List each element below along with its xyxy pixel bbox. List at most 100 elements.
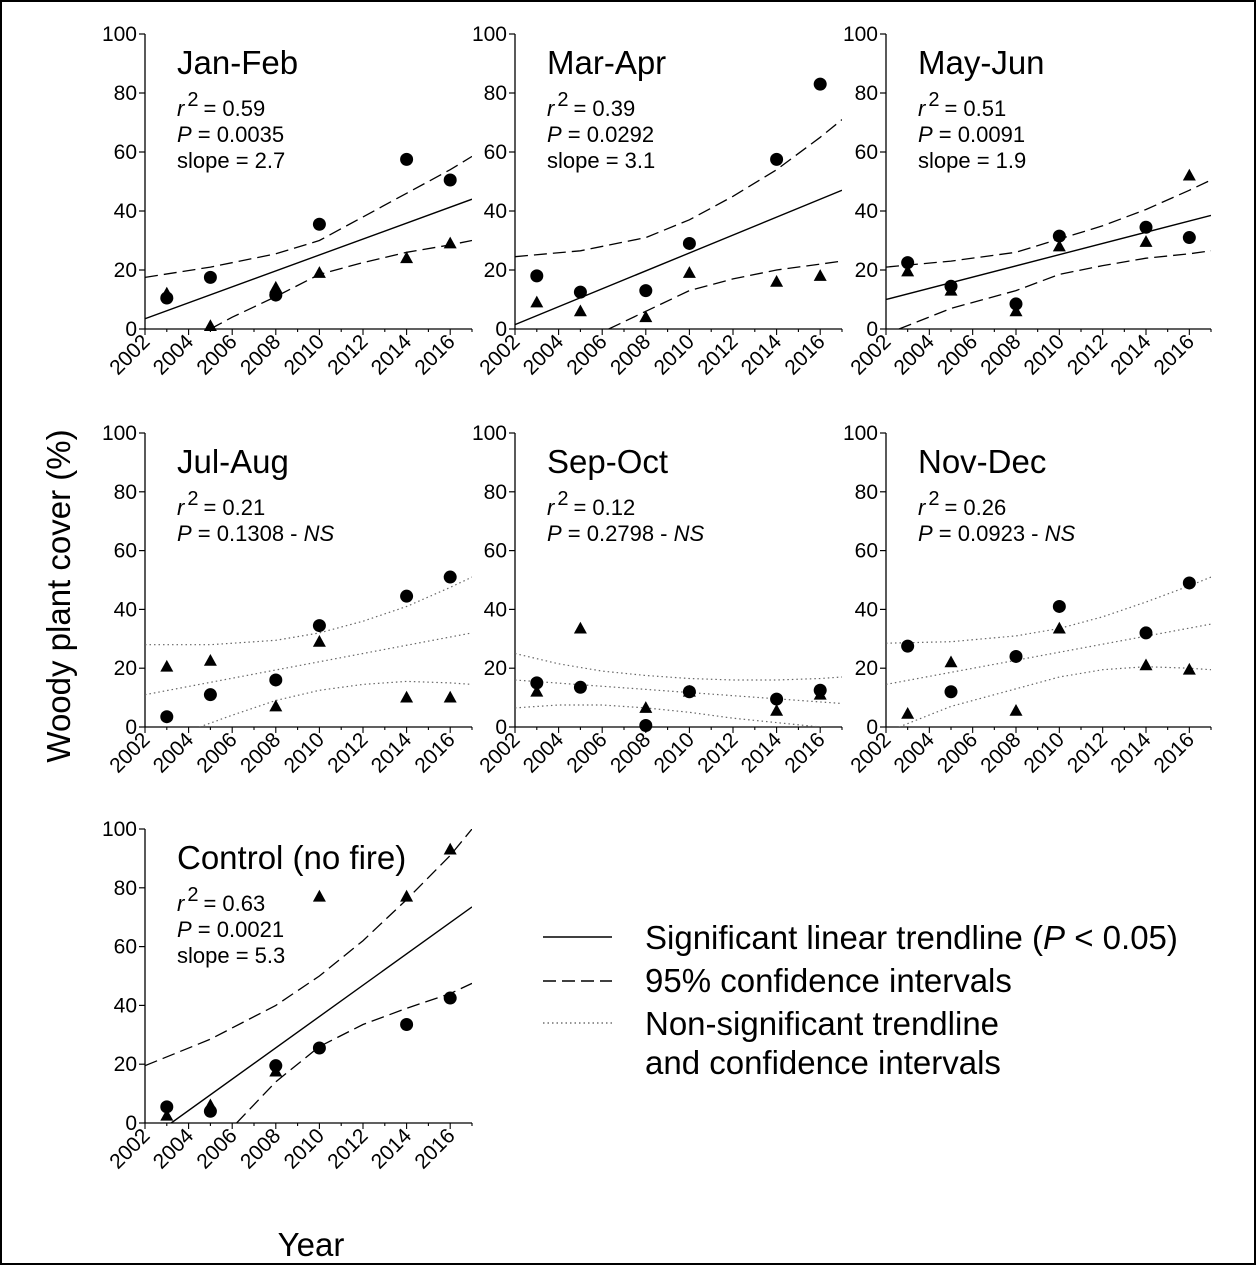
trend-lines: [886, 576, 1211, 727]
trend-line: [170, 906, 472, 1123]
data-point-triangle: [770, 274, 784, 287]
data-point-triangle: [813, 269, 827, 281]
y-tick-label: 0: [495, 716, 507, 739]
data-point-circle: [573, 285, 587, 299]
y-tick-label: 80: [114, 481, 137, 504]
y-tick-label: 80: [114, 877, 137, 900]
data-point-triangle: [530, 684, 544, 697]
p-value-label: P = 0.2798 - NS: [547, 521, 704, 546]
ci-upper-line: [515, 119, 842, 258]
y-tick-label: 20: [114, 657, 137, 680]
data-point-triangle: [203, 654, 217, 666]
trend-lines: [145, 576, 472, 727]
legend-label-confidence-intervals: 95% confidence intervals: [645, 962, 1012, 999]
y-tick-label: 100: [102, 23, 137, 46]
y-tick-label: 80: [484, 82, 507, 105]
y-tick-label: 40: [484, 598, 507, 621]
ci-lower-line: [898, 250, 1211, 329]
panel-title: Jan-Feb: [177, 44, 298, 81]
data-point-circle: [203, 688, 217, 702]
data-point-triangle: [1139, 235, 1153, 247]
data-point-circle: [443, 991, 457, 1005]
y-tick-label: 20: [855, 657, 878, 680]
data-point-circle: [1139, 626, 1153, 640]
data-point-triangle: [400, 690, 414, 703]
y-tick-label: 20: [114, 1053, 137, 1076]
data-point-triangle: [944, 283, 958, 296]
data-point-circle: [901, 639, 915, 653]
y-tick-label: 100: [102, 818, 137, 841]
data-point-circle: [1182, 231, 1196, 245]
data-point-triangle: [530, 295, 544, 308]
y-tick-label: 20: [484, 657, 507, 680]
legend-item-nonsignificant: Non-significant trendline and confidence…: [543, 1005, 1001, 1081]
y-tick-label: 40: [855, 598, 878, 621]
p-value-label: P = 0.0091: [918, 122, 1025, 147]
legend-item-confidence-intervals: 95% confidence intervals: [543, 962, 1012, 999]
data-point-triangle: [269, 699, 283, 712]
data-point-triangle: [1052, 239, 1066, 252]
data-point-triangle: [400, 251, 414, 264]
trend-lines: [515, 652, 842, 727]
y-tick-label: 0: [125, 318, 137, 341]
data-point-circle: [770, 692, 784, 706]
trend-line: [145, 198, 472, 320]
data-point-circle: [312, 217, 326, 231]
y-tick-label: 60: [114, 936, 137, 959]
y-tick-label: 20: [484, 259, 507, 282]
data-point-triangle: [1182, 662, 1196, 675]
data-point-triangle: [901, 706, 915, 719]
y-tick-label: 60: [114, 141, 137, 164]
y-tick-label: 100: [843, 23, 878, 46]
slope-label: slope = 3.1: [547, 148, 655, 173]
legend-label-nonsignificant-line2: and confidence intervals: [645, 1044, 1001, 1081]
y-tick-label: 40: [855, 200, 878, 223]
data-point-triangle: [573, 621, 587, 634]
panel-title: Control (no fire): [177, 839, 406, 876]
data-point-circle: [639, 719, 653, 733]
data-point-circle: [639, 284, 653, 298]
y-tick-label: 60: [855, 141, 878, 164]
data-point-triangle: [269, 280, 283, 293]
panel-title: May-Jun: [918, 44, 1045, 81]
y-tick-label: 60: [114, 540, 137, 563]
data-point-triangle: [312, 266, 326, 278]
data-point-circle: [312, 619, 326, 633]
r-squared-label: r 2 = 0.39: [547, 89, 635, 121]
y-tick-label: 100: [102, 422, 137, 445]
data-point-circle: [573, 680, 587, 694]
data-point-triangle: [400, 889, 414, 902]
data-point-circle: [400, 152, 414, 166]
data-point-circle: [160, 710, 174, 724]
legend: Significant linear trendline (P < 0.05) …: [543, 919, 1178, 1081]
data-point-circle: [1052, 599, 1066, 613]
y-tick-label: 40: [114, 994, 137, 1017]
data-point-circle: [203, 270, 217, 284]
data-point-circle: [1182, 576, 1196, 590]
p-value-label: P = 0.1308 - NS: [177, 521, 334, 546]
panel-title: Nov-Dec: [918, 443, 1046, 480]
data-point-triangle: [312, 634, 326, 647]
panel-title: Sep-Oct: [547, 443, 668, 480]
data-point-triangle: [770, 704, 784, 716]
trend-line: [886, 623, 1211, 685]
trend-line: [515, 189, 842, 326]
data-point-circle: [443, 173, 457, 187]
r-squared-label: r 2 = 0.12: [547, 488, 635, 520]
data-point-circle: [813, 77, 827, 91]
y-axis-title: Woody plant cover (%): [40, 429, 77, 762]
data-point-triangle: [813, 687, 827, 700]
data-point-circle: [312, 1041, 326, 1055]
data-point-circle: [682, 236, 696, 250]
slope-label: slope = 2.7: [177, 148, 285, 173]
data-point-circle: [400, 589, 414, 603]
p-value-label: P = 0.0923 - NS: [918, 521, 1075, 546]
data-point-triangle: [1182, 168, 1196, 181]
data-point-circle: [443, 570, 457, 584]
ci-upper-line: [145, 829, 472, 1067]
data-point-circle: [901, 256, 915, 270]
r-squared-label: r 2 = 0.26: [918, 488, 1006, 520]
legend-item-significant-trendline: Significant linear trendline (P < 0.05): [543, 919, 1178, 956]
